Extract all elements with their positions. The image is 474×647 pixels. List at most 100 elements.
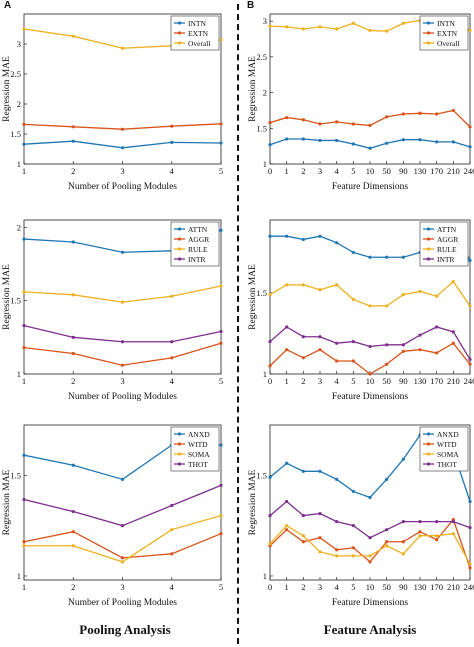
data-point [120,340,125,344]
x-tick-label: 3 [318,582,322,592]
data-point [301,283,305,287]
x-tick-label: 3 [120,166,124,176]
data-point [385,477,389,481]
data-point [301,356,305,360]
legend-marker [177,257,182,261]
y-axis-label: Regression MAE [248,264,258,330]
y-tick-label: 2.5 [10,69,21,79]
data-point [468,258,472,263]
data-point [318,348,322,352]
data-point [368,536,372,540]
data-point [268,120,272,125]
y-tick-label: 1 [263,369,267,379]
x-tick-label: 130 [414,166,427,176]
legend-marker [177,452,182,456]
data-point [385,544,389,548]
data-point [401,343,405,347]
x-tick-label: 5 [219,376,223,386]
data-point [401,540,405,544]
x-tick-label: 246 [464,376,474,386]
x-tick-label: 0 [268,582,272,592]
x-tick-label: 4 [335,166,340,176]
y-tick-label: 2 [17,99,21,109]
data-point [418,530,422,534]
y-tick-label: 3 [17,39,21,49]
data-point [285,115,289,120]
data-point [301,335,305,339]
data-point [401,112,405,116]
x-tick-label: 50 [382,376,391,386]
data-point [120,363,125,367]
data-point [285,137,289,141]
y-tick-label: 1.5 [256,288,267,298]
data-point [368,304,372,308]
series-line-rule [23,285,222,303]
data-point [401,255,405,259]
legend-label: INTR [188,255,206,264]
data-point [71,544,75,548]
legend-marker [177,31,182,35]
data-point [318,511,322,516]
x-tick-label: 90 [399,582,408,592]
y-tick-label: 1 [17,159,21,169]
data-point [318,138,322,143]
data-point [22,544,26,548]
data-point [351,21,355,25]
legend-label: AGGR [437,235,458,244]
x-tick-label: 0 [268,376,272,386]
x-tick-label: 1 [22,582,26,592]
x-tick-label: 10 [366,582,375,592]
data-point [335,520,339,524]
data-point [351,524,355,528]
series-line-thot [269,500,471,539]
legend-label: EXTN [188,29,209,38]
data-point [468,499,472,504]
legend-marker [177,462,182,466]
x-tick-label: 246 [464,582,474,592]
data-point [268,24,272,28]
x-axis-label: Number of Pooling Modules [68,391,177,402]
data-point [468,562,472,566]
x-tick-label: 3 [120,582,124,592]
x-tick-label: 50 [382,166,391,176]
x-tick-label: 2 [71,166,75,176]
data-point [22,122,26,126]
data-point [435,534,439,538]
data-point [170,503,174,508]
data-point [468,28,472,33]
data-point [351,489,355,494]
y-axis-label: Regression MAE [2,56,12,122]
x-tick-label: 170 [430,582,443,592]
data-point [71,509,75,514]
x-tick-label: 4 [170,166,175,176]
legend-label: RULE [188,245,208,254]
column-divider [237,4,239,644]
data-point [219,329,223,334]
data-point [351,546,355,550]
data-point [170,552,174,556]
data-point [368,560,372,564]
data-point [219,122,223,126]
data-point [468,526,472,530]
data-point [22,346,26,350]
x-axis-label: Feature Dimensions [332,598,409,608]
y-tick-label: 1.5 [256,123,267,133]
x-tick-label: 2 [301,376,305,386]
data-point [120,300,125,304]
data-point [468,362,472,366]
legend-label: SOMA [188,450,210,459]
data-point [351,359,355,363]
x-tick-label: 5 [351,582,355,592]
y-tick-label: 1.5 [256,470,267,480]
x-tick-label: 50 [382,582,391,592]
data-point [351,554,355,558]
y-tick-label: 1.5 [10,470,21,480]
data-point [451,108,455,113]
x-tick-label: 130 [414,376,427,386]
data-point [351,142,355,146]
data-point [285,325,289,329]
legend-label: Overall [437,39,460,48]
y-tick-label: 2 [17,222,21,232]
